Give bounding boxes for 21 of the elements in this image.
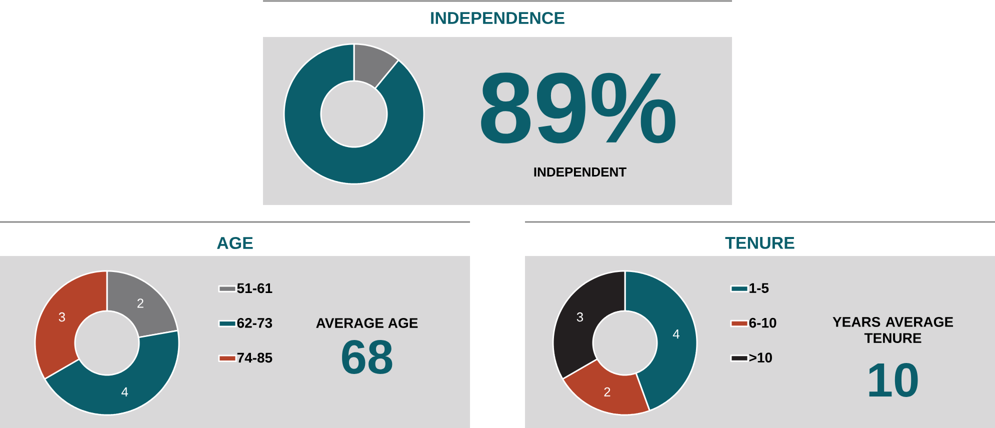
legend-label: >10 xyxy=(749,352,772,363)
legend-label: 74-85 xyxy=(237,352,272,363)
text: YEARS AVERAGE TENURE xyxy=(832,316,954,344)
data-label: 2 xyxy=(604,387,610,396)
text: AVERAGE AGE xyxy=(316,318,418,328)
legend-label: 1-5 xyxy=(750,283,769,293)
text: INDEPENDENT xyxy=(534,168,626,176)
legend-label: 6-10 xyxy=(749,318,776,328)
text: 68 xyxy=(342,340,392,374)
data-label: 4 xyxy=(672,330,680,338)
data-label: 3 xyxy=(58,312,66,322)
text: INDEPENDENCE xyxy=(431,12,564,24)
data-label: 3 xyxy=(576,312,584,322)
chart-title: AGE xyxy=(217,236,253,250)
legend-label: 51-61 xyxy=(237,283,272,294)
legend-label: 62-73 xyxy=(237,318,272,328)
data-label: 2 xyxy=(137,298,144,308)
chart-title: TENURE xyxy=(725,237,794,249)
text: 89% xyxy=(481,72,676,144)
data-label: 4 xyxy=(121,387,128,396)
text: 10 xyxy=(869,363,918,397)
